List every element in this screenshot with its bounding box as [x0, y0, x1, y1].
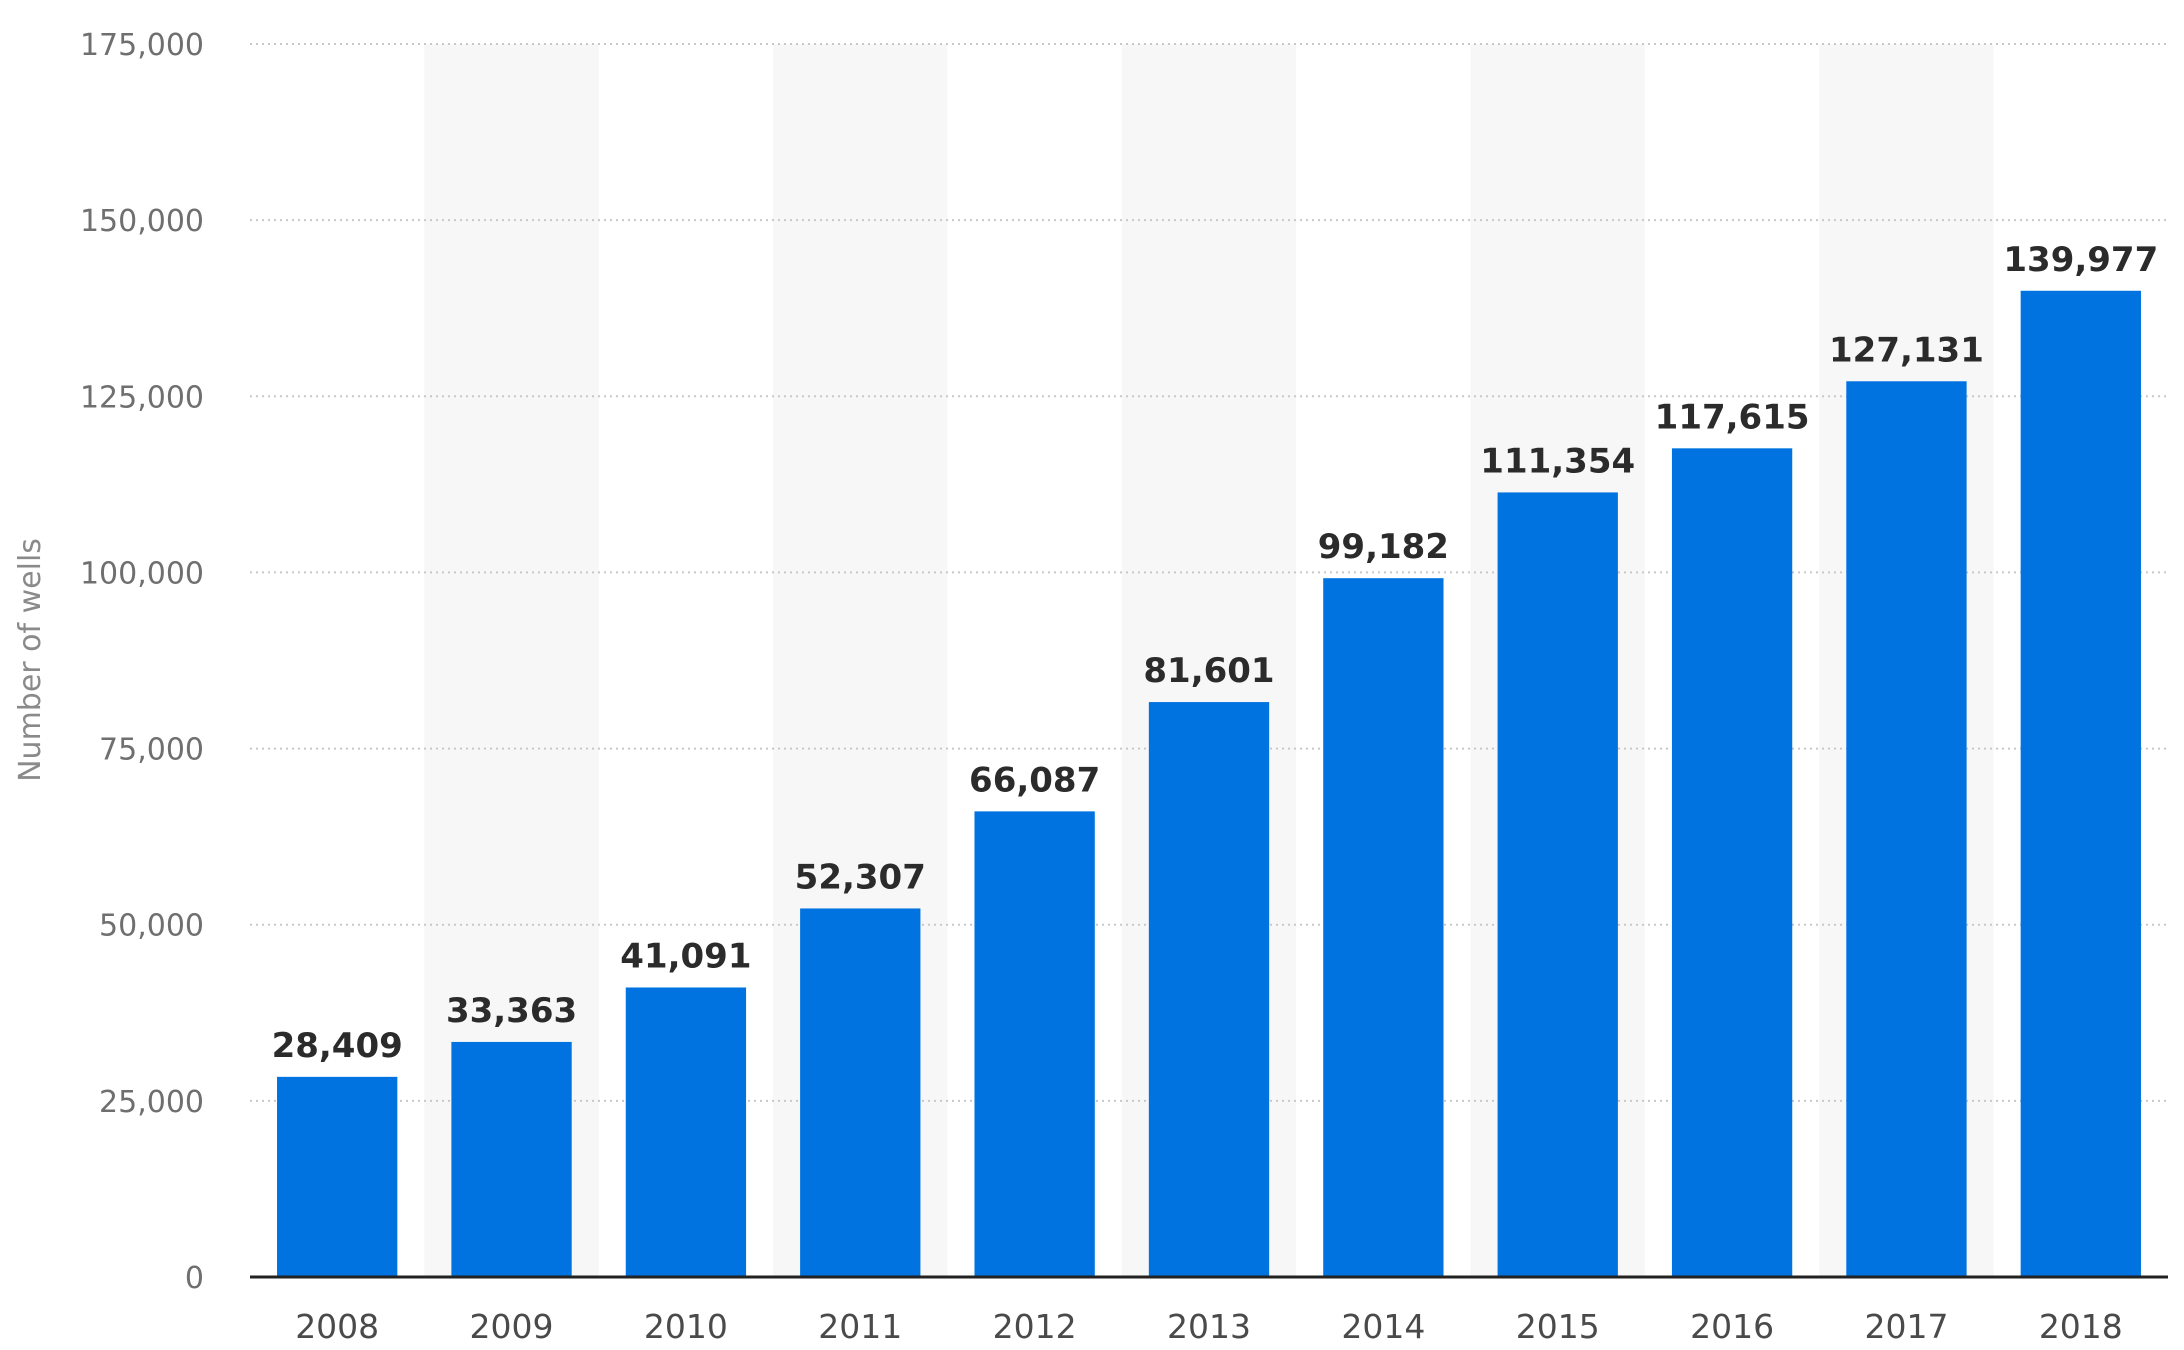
bar-2011 [800, 908, 921, 1277]
y-tick-label: 175,000 [80, 28, 204, 63]
x-tick-label: 2012 [993, 1307, 1077, 1346]
bar-2015 [1497, 492, 1618, 1277]
bar-2017 [1846, 381, 1967, 1277]
bar-2018 [2020, 290, 2141, 1277]
y-tick-label: 150,000 [80, 204, 204, 239]
value-label: 52,307 [795, 857, 926, 897]
bar-2008 [277, 1076, 398, 1277]
bar-2012 [974, 811, 1095, 1277]
x-tick-label: 2010 [644, 1307, 728, 1346]
y-tick-label: 0 [185, 1261, 204, 1296]
x-tick-label: 2018 [2039, 1307, 2123, 1346]
value-label: 127,131 [1829, 330, 1984, 370]
x-tick-label: 2011 [818, 1307, 902, 1346]
x-tick-label: 2008 [295, 1307, 379, 1346]
y-axis-ticks: 0 25,000 50,000 75,000 100,000 125,000 150,000… [80, 28, 204, 1296]
value-labels: 28,409 33,363 41,091 52,307 66,087 81,601 99,1… [272, 240, 2159, 1066]
value-label: 66,087 [969, 760, 1100, 800]
y-tick-label: 25,000 [99, 1085, 204, 1120]
x-tick-label: 2013 [1167, 1307, 1251, 1346]
y-tick-label: 50,000 [99, 909, 204, 944]
bar-2013 [1148, 702, 1270, 1277]
bars [277, 290, 2141, 1277]
value-label: 117,615 [1655, 397, 1810, 437]
value-label: 111,354 [1480, 441, 1635, 481]
x-tick-label: 2017 [1864, 1307, 1948, 1346]
x-tick-label: 2015 [1516, 1307, 1600, 1346]
bar-2009 [451, 1041, 572, 1277]
y-tick-label: 100,000 [80, 556, 204, 591]
bar-2010 [625, 987, 747, 1277]
bar-2014 [1323, 578, 1444, 1277]
value-label: 99,182 [1318, 527, 1449, 567]
value-label: 139,977 [2003, 240, 2158, 280]
x-tick-label: 2009 [470, 1307, 554, 1346]
value-label: 41,091 [620, 936, 751, 976]
x-tick-label: 2016 [1690, 1307, 1774, 1346]
y-tick-label: 75,000 [99, 733, 204, 768]
value-label: 81,601 [1143, 651, 1274, 691]
x-axis-ticks: 2008 2009 2010 2011 2012 2013 2014 2015 2016 2017… [295, 1307, 2123, 1346]
y-axis-title: Number of wells [13, 538, 48, 782]
value-label: 28,409 [272, 1026, 403, 1066]
x-tick-label: 2014 [1341, 1307, 1425, 1346]
y-tick-label: 125,000 [80, 380, 204, 415]
bar-2016 [1671, 448, 1793, 1277]
value-label: 33,363 [446, 991, 577, 1031]
